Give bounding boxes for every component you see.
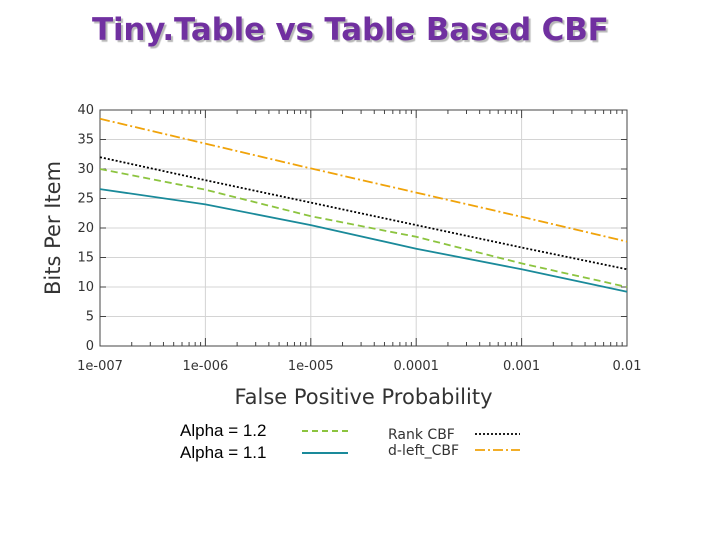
y-tick-label: 40 [77, 103, 94, 118]
alpha-legend-row: Alpha = 1.2 [180, 420, 348, 442]
alpha-legend-swatch [302, 452, 348, 454]
series-line-alpha-1-2 [99, 168, 628, 288]
x-tick-label: 0.0001 [393, 359, 439, 374]
y-tick-label: 5 [86, 310, 94, 325]
alpha-legend: Alpha = 1.2 Alpha = 1.1 [180, 420, 348, 464]
series-lines [99, 117, 628, 293]
x-tick-label: 1e-006 [183, 359, 229, 374]
series-line-alpha-1-1 [99, 188, 628, 293]
legend-label: Rank CBF [388, 427, 455, 443]
y-tick-label: 25 [77, 192, 94, 207]
alpha-legend-row: Alpha = 1.1 [180, 442, 348, 464]
grid [100, 110, 627, 346]
slide-title: Tiny.Table vs Table Based CBF [92, 12, 609, 48]
axis-ticks: 0 5 10 15 20 25 30 35 40 1e-007 1e-006 1e-005 0.0001… [77, 103, 641, 374]
x-axis-label: False Positive Probability [234, 385, 492, 409]
x-tick-label: 0.01 [613, 359, 642, 374]
series-line-rank-cbf [99, 156, 628, 271]
y-tick-label: 15 [77, 251, 94, 266]
x-tick-label: 1e-005 [288, 359, 334, 374]
x-tick-label: 0.001 [503, 359, 540, 374]
y-tick-label: 30 [77, 162, 94, 177]
y-tick-label: 35 [77, 133, 94, 148]
y-axis-label: Bits Per Item [41, 161, 65, 295]
alpha-legend-label: Alpha = 1.2 [180, 421, 267, 440]
y-tick-label: 10 [77, 280, 94, 295]
alpha-legend-swatch [302, 430, 348, 432]
x-tick-label: 1e-007 [77, 359, 123, 374]
alpha-legend-label: Alpha = 1.1 [180, 443, 267, 462]
legend-label: d-left_CBF [388, 443, 459, 459]
y-tick-label: 0 [86, 339, 94, 354]
y-tick-label: 20 [77, 221, 94, 236]
series-line-d-left-cbf [99, 117, 628, 243]
